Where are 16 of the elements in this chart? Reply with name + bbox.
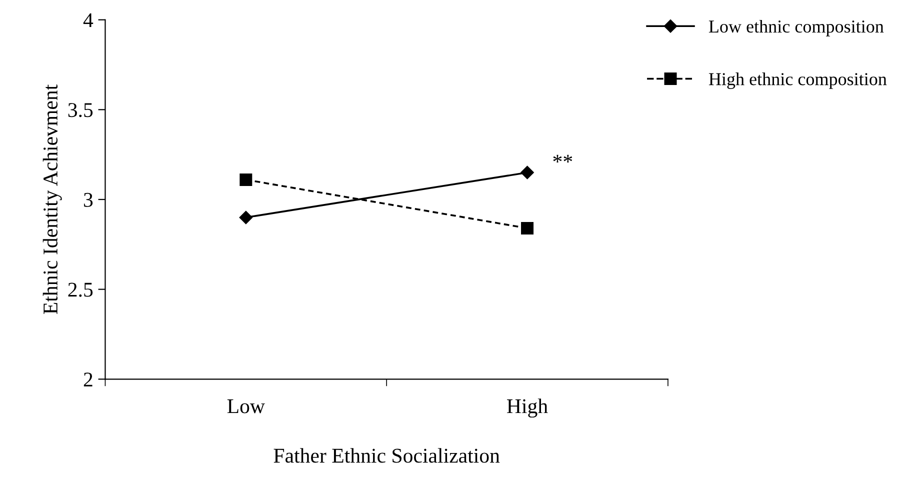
y-tick-label: 2 (84, 372, 92, 386)
y-tick-label: 3 (84, 192, 93, 207)
point (239, 210, 252, 224)
y-tick-label: 3.5 (68, 103, 93, 118)
annotation: ** (553, 154, 572, 163)
legend-label: Low ethnic composition (708, 20, 884, 36)
y-tick-label: 4 (83, 13, 94, 28)
x-tick-label: Low (227, 399, 265, 414)
point (520, 166, 534, 180)
x-axis-title: Father Ethnic Socialization (274, 448, 500, 463)
point (521, 222, 534, 234)
y-tick-label: 2.5 (68, 282, 93, 297)
y-axis-title: Ethnic Identity Achievment (42, 84, 62, 314)
legend-label: High ethnic composition (708, 72, 887, 89)
point (240, 173, 252, 186)
x-tick-label: High (507, 398, 548, 418)
